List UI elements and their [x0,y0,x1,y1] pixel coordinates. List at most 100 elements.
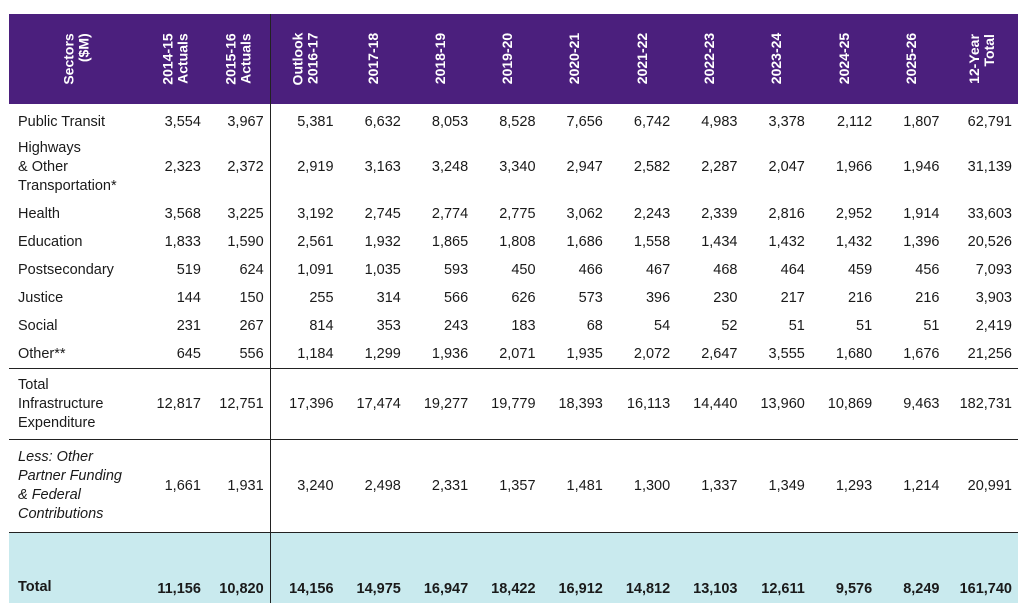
row-label: Highways & Other Transportation* [18,139,117,194]
table-cell: 216 [847,290,873,306]
table-cell: 1,946 [903,159,940,175]
table-cell: 2,775 [499,206,536,222]
table-cell: 4,983 [701,114,738,130]
column-header-label: 2022-23 [701,32,718,85]
infrastructure-table-container: Sectors ($M) 2014-15 Actuals 2015-16 Actua… [9,14,1018,603]
table-cell: 3,225 [227,206,264,222]
row-label: Justice [18,289,64,306]
table-cell: 10,869 [810,368,879,440]
table-cell: 3,967 [227,114,264,130]
table-cell: 2,816 [768,206,805,222]
column-header: 2021-22 [608,14,677,104]
column-header-label: 2024-25 [835,32,852,85]
table-cell: 468 [713,262,738,278]
table-cell: 1,865 [431,234,469,250]
table-cell: 217 [780,290,805,306]
table-row: Highways & Other Transportation* 2,323 2,3… [9,134,1018,200]
table-cell: 2,372 [227,159,264,175]
row-label: Total Infrastructure Expenditure [9,368,144,440]
table-cell: 68 [586,318,603,334]
table-cell: 3,192 [269,200,340,228]
column-header-label: 2015-16 Actuals [222,32,254,85]
column-header-label: 12-Year Total [965,33,997,84]
table-cell: 8,249 [878,532,946,603]
column-header-label: 2018-19 [432,32,449,85]
table-cell: 3,248 [431,159,469,175]
table-cell: 11,156 [143,532,207,603]
table-cell: 8,528 [499,114,536,130]
table-cell: 1,935 [566,346,603,362]
table-cell: 2,745 [364,206,401,222]
table-cell: 52 [721,318,738,334]
row-label: Public Transit [18,113,106,130]
table-cell: 1,936 [431,346,469,362]
table-cell: 1,590 [227,234,264,250]
column-header-label: 2020-21 [566,32,583,85]
table-cell: 20,991 [945,439,1018,533]
column-header-label: 2014-15 Actuals [159,32,191,85]
table-cell: 62,791 [967,114,1012,130]
table-cell: 1,214 [878,439,946,533]
table-cell: 161,740 [945,532,1018,603]
table-cell: 1,434 [701,234,738,250]
table-row: Total 11,156 10,820 14,156 14,975 16,947 18,42… [9,532,1018,603]
table-cell: 12,817 [143,368,207,440]
table-cell: 1,396 [903,234,940,250]
table-cell: 14,440 [676,368,744,440]
table-cell: 17,474 [339,368,407,440]
table-cell: 19,779 [474,368,542,440]
table-cell: 459 [847,262,873,278]
table-row: Justice 144 150 255 314 566 626 573 396 230 217 216… [9,284,1018,312]
table-cell: 1,349 [743,439,811,533]
table-cell: 1,807 [903,114,940,130]
table-cell: 17,396 [269,368,340,440]
table-cell: 464 [780,262,805,278]
header-row: Sectors ($M) 2014-15 Actuals 2015-16 Actua… [9,14,1018,104]
table-cell: 182,731 [945,368,1018,440]
table-cell: 3,568 [164,206,201,222]
table-cell: 3,240 [269,439,340,533]
table-cell: 2,287 [701,159,738,175]
table-cell: 566 [443,290,469,306]
column-header: 2018-19 [406,14,475,104]
table-cell: 7,093 [975,262,1012,278]
infrastructure-expenditure-table: Sectors ($M) 2014-15 Actuals 2015-16 Actua… [9,14,1018,603]
table-cell: 2,339 [701,206,738,222]
table-cell: 1,686 [566,234,603,250]
table-cell: 1,091 [269,256,340,284]
row-label: Total [9,532,144,603]
table-row: Health 3,568 3,225 3,192 2,745 2,774 2,775 3,06… [9,200,1018,228]
table-cell: 12,751 [206,368,271,440]
table-cell: 1,966 [835,159,873,175]
table-cell: 466 [578,262,603,278]
table-cell: 1,680 [835,346,873,362]
table-cell: 3,555 [768,346,805,362]
column-header: 2014-15 Actuals [143,14,207,104]
table-cell: 16,947 [406,532,475,603]
column-header-label: 2019-20 [499,32,516,85]
table-row: Education 1,833 1,590 2,561 1,932 1,865 1,808 1… [9,228,1018,256]
table-cell: 2,952 [835,206,873,222]
table-cell: 14,156 [269,532,340,603]
table-cell: 593 [443,262,469,278]
table-cell: 1,300 [608,439,677,533]
table-cell: 18,393 [541,368,609,440]
table-cell: 12,611 [743,532,811,603]
table-cell: 9,463 [878,368,946,440]
column-header-label: Sectors ($M) [60,32,92,85]
table-cell: 2,582 [633,159,671,175]
table-cell: 3,903 [975,290,1012,306]
table-cell: 8,053 [431,114,469,130]
table-cell: 54 [654,318,671,334]
column-header: 2019-20 [474,14,542,104]
table-cell: 2,243 [633,206,671,222]
table-cell: 2,419 [975,318,1012,334]
table-cell: 9,576 [810,532,879,603]
table-cell: 2,947 [566,159,603,175]
table-cell: 3,554 [164,114,201,130]
table-cell: 2,647 [701,346,738,362]
table-cell: 1,676 [903,346,940,362]
table-cell: 3,340 [499,159,536,175]
table-cell: 456 [915,262,940,278]
table-cell: 255 [269,284,340,312]
